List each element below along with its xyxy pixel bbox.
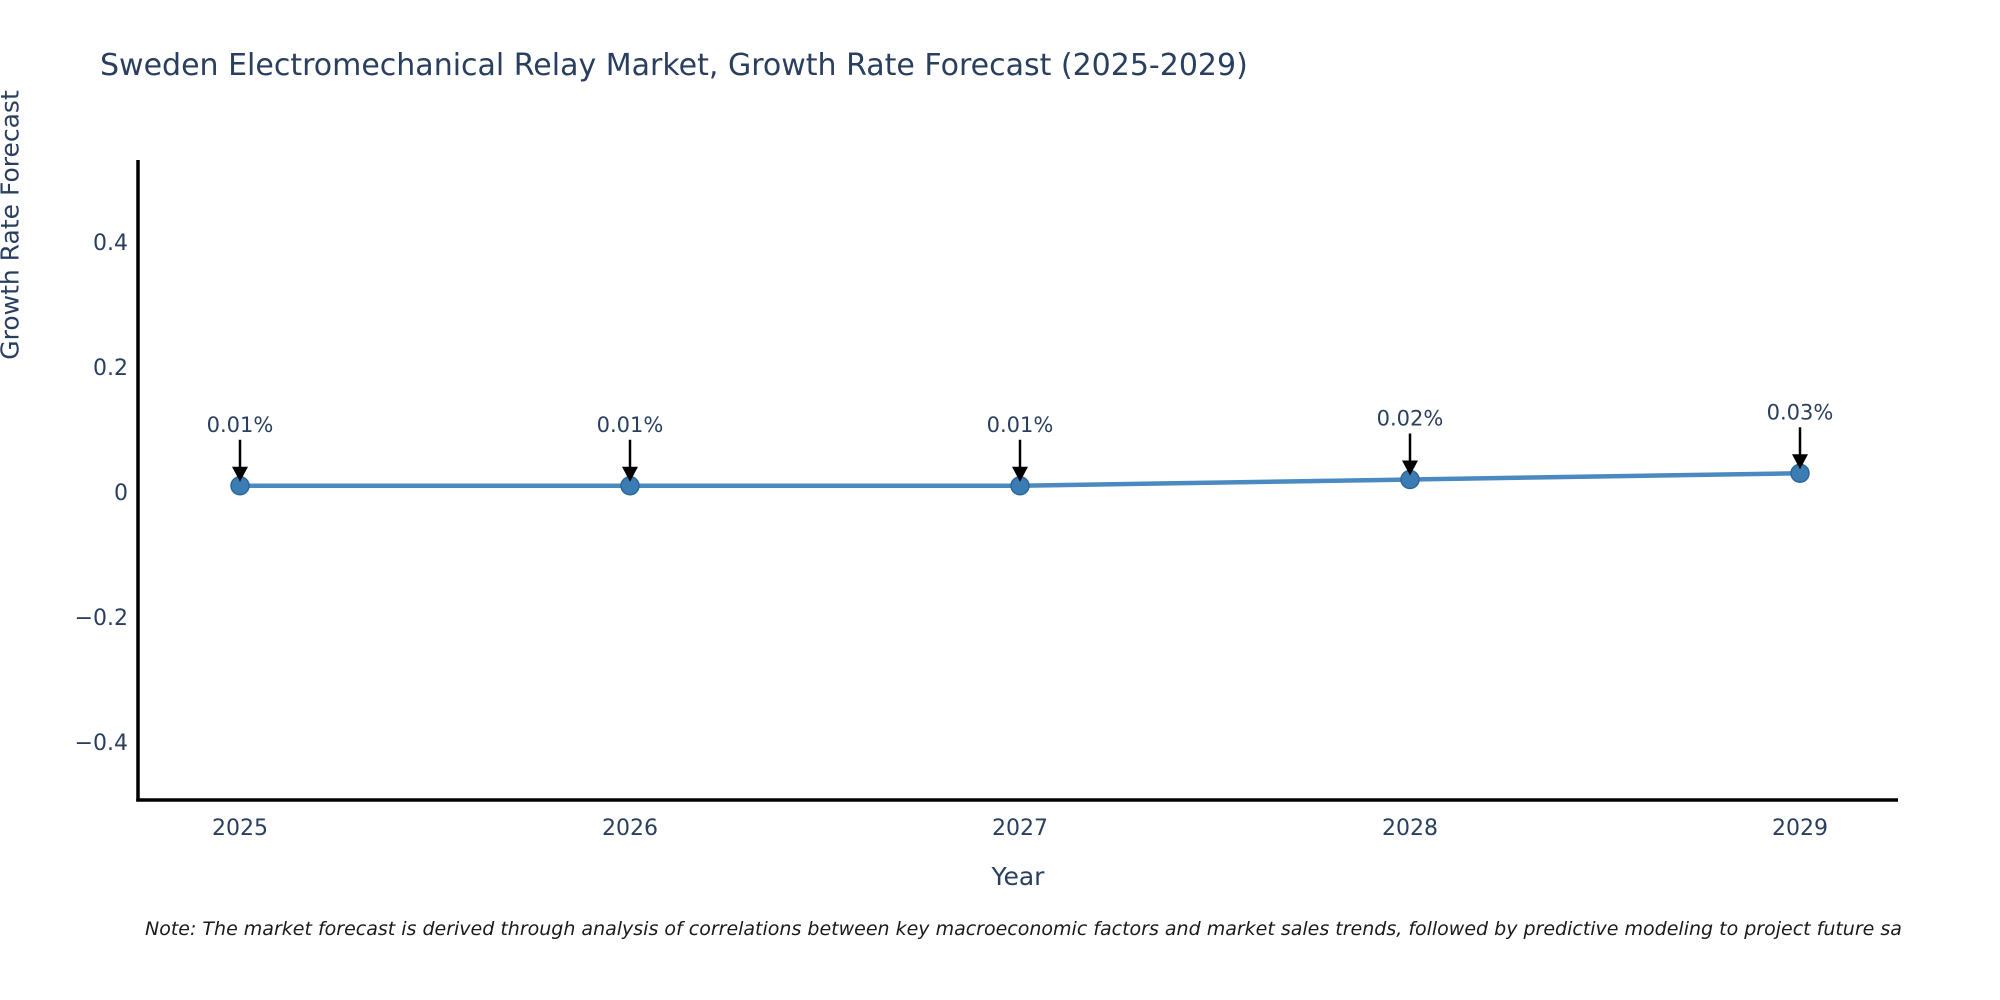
footnote: Note: The market forecast is derived thr… [145, 918, 1902, 940]
x-tick-label: 2025 [212, 816, 268, 841]
y-tick-label: 0.4 [93, 231, 128, 256]
annotation-arrowhead [1792, 454, 1808, 470]
y-tick-label: −0.4 [75, 731, 128, 756]
x-tick-label: 2029 [1772, 816, 1828, 841]
point-annotation: 0.01% [987, 413, 1054, 437]
point-annotation: 0.02% [1377, 407, 1444, 431]
annotation-arrowhead [1402, 460, 1418, 476]
y-tick-label: 0.2 [93, 356, 128, 381]
y-tick-label: −0.2 [75, 606, 128, 631]
x-tick-label: 2028 [1382, 816, 1438, 841]
x-axis-title: Year [991, 862, 1045, 891]
y-tick-label: 0 [114, 481, 128, 506]
annotation-arrowhead [232, 466, 248, 482]
point-annotation: 0.01% [207, 413, 274, 437]
chart-title: Sweden Electromechanical Relay Market, G… [100, 48, 1248, 83]
x-tick-label: 2026 [602, 816, 658, 841]
point-annotation: 0.03% [1767, 400, 1834, 424]
point-annotation: 0.01% [597, 413, 664, 437]
x-tick-label: 2027 [992, 816, 1048, 841]
annotation-arrowhead [622, 466, 638, 482]
annotation-arrowhead [1012, 466, 1028, 482]
